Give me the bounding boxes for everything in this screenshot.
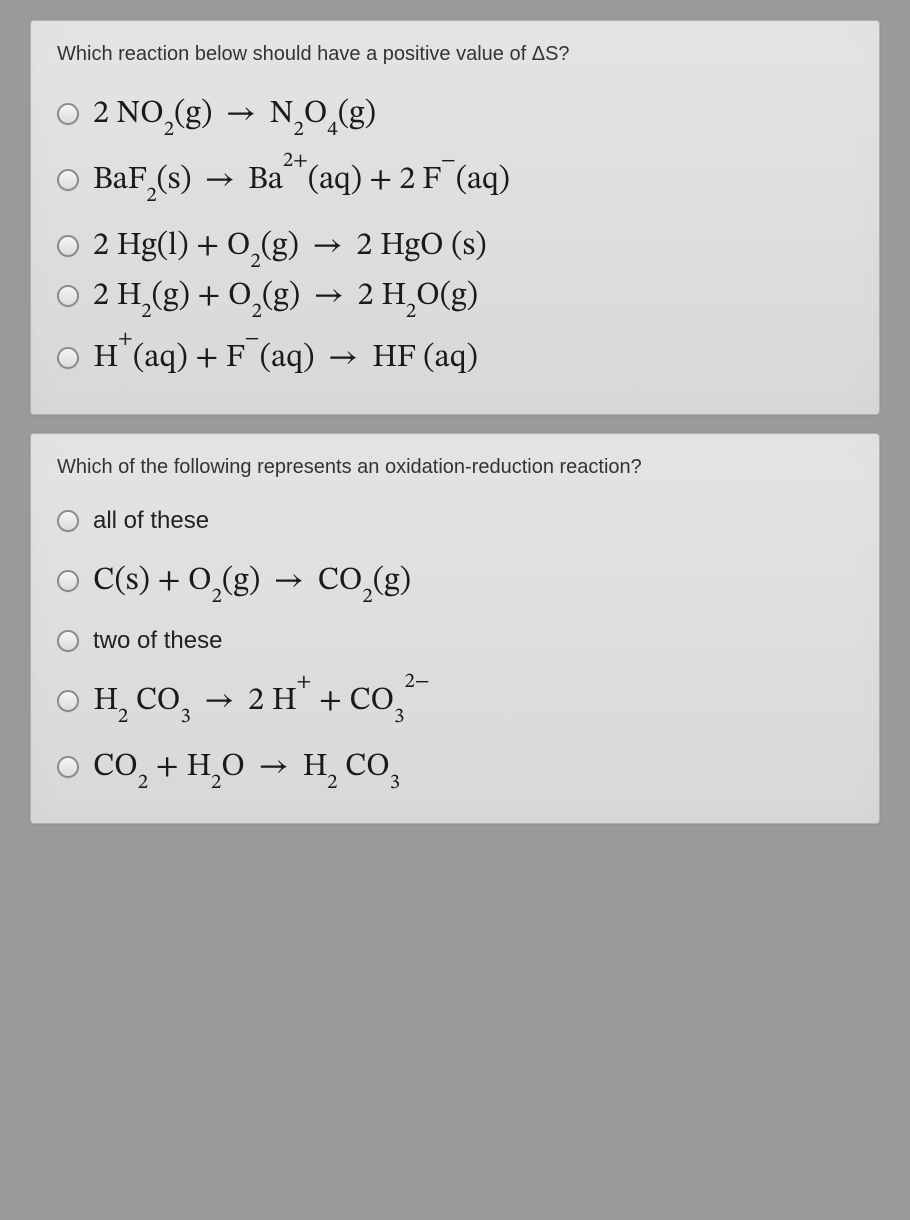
option-row[interactable]: all of these xyxy=(57,507,853,535)
radio-input[interactable] xyxy=(57,103,79,125)
question-text: Which reaction below should have a posit… xyxy=(57,43,853,66)
option-equation: 2 Hg(l) + O2(g) → 2 HgO (s) xyxy=(93,226,487,266)
option-equation: C(s) + O2(g) → CO2(g) xyxy=(93,561,411,601)
option-row[interactable]: two of these xyxy=(57,627,853,655)
radio-input[interactable] xyxy=(57,347,79,369)
option-group: 2 Hg(l) + O2(g) → 2 HgO (s) 2 H2(g) + O2… xyxy=(57,226,853,316)
radio-input[interactable] xyxy=(57,235,79,257)
question-card-2: Which of the following represents an oxi… xyxy=(30,433,880,824)
option-text: two of these xyxy=(93,627,222,655)
option-row[interactable]: 2 NO2(g) → N2O4(g) xyxy=(57,94,853,134)
option-equation: H2 CO3 → 2 H+ + CO32− xyxy=(93,681,430,721)
question-text: Which of the following represents an oxi… xyxy=(57,456,853,479)
question-card-1: Which reaction below should have a posit… xyxy=(30,20,880,415)
option-equation: 2 H2(g) + O2(g) → 2 H2O(g) xyxy=(93,276,478,316)
option-text: all of these xyxy=(93,507,209,535)
option-row[interactable]: 2 H2(g) + O2(g) → 2 H2O(g) xyxy=(57,276,853,316)
radio-input[interactable] xyxy=(57,690,79,712)
option-row[interactable]: H2 CO3 → 2 H+ + CO32− xyxy=(57,681,853,721)
radio-input[interactable] xyxy=(57,570,79,592)
option-row[interactable]: H+(aq) + F−(aq) → HF (aq) xyxy=(57,338,853,378)
option-row[interactable]: CO2 + H2O → H2 CO3 xyxy=(57,747,853,787)
radio-input[interactable] xyxy=(57,756,79,778)
radio-input[interactable] xyxy=(57,510,79,532)
option-row[interactable]: BaF2(s) → Ba2+(aq) + 2 F−(aq) xyxy=(57,160,853,200)
option-equation: H+(aq) + F−(aq) → HF (aq) xyxy=(93,338,478,378)
option-equation: CO2 + H2O → H2 CO3 xyxy=(93,747,400,787)
radio-input[interactable] xyxy=(57,285,79,307)
option-row[interactable]: 2 Hg(l) + O2(g) → 2 HgO (s) xyxy=(57,226,853,266)
radio-input[interactable] xyxy=(57,630,79,652)
option-row[interactable]: C(s) + O2(g) → CO2(g) xyxy=(57,561,853,601)
option-equation: BaF2(s) → Ba2+(aq) + 2 F−(aq) xyxy=(93,160,510,200)
radio-input[interactable] xyxy=(57,169,79,191)
option-equation: 2 NO2(g) → N2O4(g) xyxy=(93,94,376,134)
